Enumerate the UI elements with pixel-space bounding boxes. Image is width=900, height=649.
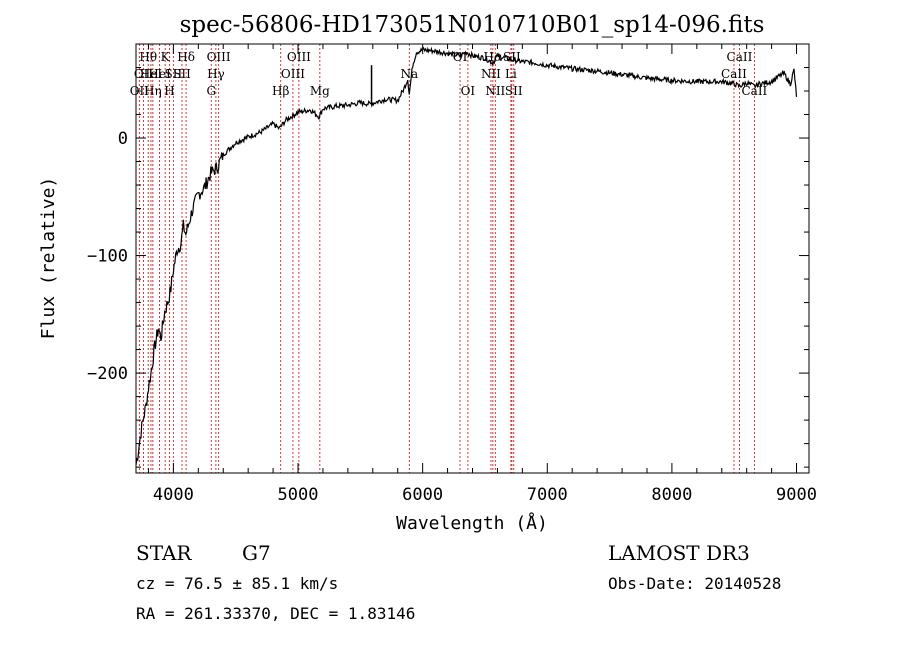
- line-marker-label: SII: [505, 84, 523, 98]
- plot-frame: [135, 43, 810, 474]
- x-tick-label: 7000: [527, 485, 568, 505]
- line-marker-label: NII: [485, 84, 505, 98]
- line-marker-label: Hγ: [207, 67, 225, 81]
- line-marker-label: CaII: [741, 84, 767, 98]
- line-marker-label: CaII: [721, 67, 747, 81]
- line-marker-label: HeI: [148, 67, 171, 81]
- line-marker-label: OIII: [281, 67, 305, 81]
- line-marker-label: Hη: [144, 84, 162, 98]
- x-tick-label: 6000: [402, 485, 443, 505]
- line-marker-label: Mg: [310, 84, 330, 98]
- spectral-line-markers: [138, 44, 755, 473]
- line-marker-label: K: [161, 50, 171, 64]
- coordinates: RA = 261.33370, DEC = 1.83146: [136, 604, 415, 623]
- spectrum-line: [135, 46, 798, 465]
- line-marker-label: Hβ: [272, 84, 289, 98]
- x-axis-label: Wavelength (Å): [396, 512, 548, 534]
- y-axis-ticks: −200 −100 0: [87, 43, 809, 468]
- line-marker-label: H: [164, 84, 174, 98]
- line-marker-label: CaII: [727, 50, 753, 64]
- x-tick-label: 9000: [776, 485, 817, 505]
- line-marker-label: NII: [481, 67, 501, 81]
- line-marker-label: Li: [505, 67, 517, 81]
- x-tick-label: 8000: [651, 485, 692, 505]
- chart-title: spec-56806-HD173051N010710B01_sp14-096.f…: [180, 12, 765, 38]
- line-marker-label: Hθ: [139, 50, 157, 64]
- line-marker-label: OII: [134, 67, 154, 81]
- line-marker-label: G: [206, 84, 216, 98]
- y-axis-label: Flux (relative): [38, 177, 59, 340]
- line-marker-label: OIII: [207, 50, 231, 64]
- line-marker-label: Hδ: [177, 50, 195, 64]
- line-marker-label: SII: [165, 67, 183, 81]
- y-tick-label: 0: [118, 129, 128, 149]
- line-marker-label: SII: [173, 67, 191, 81]
- line-marker-label: OI: [461, 84, 476, 98]
- line-marker-label: Na: [400, 67, 418, 81]
- survey-name: LAMOST DR3: [608, 541, 750, 565]
- x-tick-label: 4000: [153, 485, 194, 505]
- y-tick-label: −200: [87, 364, 128, 384]
- spectral-line-labels: OIIOIIHθHeIHηHeIKHSIIHδSIIGHγOIIIHβOIIIO…: [130, 50, 768, 98]
- redshift-cz: cz = 76.5 ± 85.1 km/s: [136, 574, 338, 593]
- object-subclass: G7: [242, 541, 271, 565]
- observation-date: Obs-Date: 20140528: [608, 574, 781, 593]
- line-marker-label: OIII: [287, 50, 311, 64]
- line-marker-label: HeI: [140, 67, 163, 81]
- x-axis-ticks: 4000 5000 6000 7000 8000 9000: [147, 44, 817, 505]
- y-tick-label: −100: [87, 247, 128, 267]
- x-tick-label: 5000: [278, 485, 319, 505]
- object-class: STAR: [136, 541, 192, 565]
